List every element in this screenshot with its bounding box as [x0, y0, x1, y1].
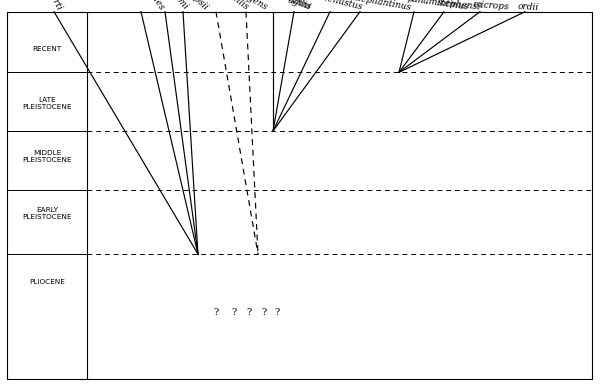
Text: ?: ?	[214, 308, 218, 317]
Text: PLIOCENE: PLIOCENE	[29, 278, 65, 285]
Text: ordii: ordii	[517, 2, 539, 12]
Text: microps: microps	[473, 0, 510, 12]
Text: nitratoides: nitratoides	[131, 0, 166, 12]
Text: MIDDLE
PLEISTOCENE: MIDDLE PLEISTOCENE	[22, 150, 72, 163]
Text: panamintinus: panamintinus	[407, 0, 469, 12]
Text: EARLY
PLEISTOCENE: EARLY PLEISTOCENE	[22, 206, 72, 220]
Bar	[7, 12, 87, 379]
Text: ?: ?	[275, 308, 280, 317]
Text: ?: ?	[247, 308, 251, 317]
Text: phillipsii: phillipsii	[175, 0, 209, 12]
Text: elephantinus: elephantinus	[352, 0, 412, 12]
Text: stephensi: stephensi	[437, 0, 481, 12]
Text: agilis: agilis	[287, 0, 313, 12]
Text: ?: ?	[262, 308, 266, 317]
Text: deserti: deserti	[41, 0, 64, 12]
Text: ?: ?	[232, 308, 236, 317]
Text: LATE
PLEISTOCENE: LATE PLEISTOCENE	[22, 97, 72, 110]
Text: merriami: merriami	[156, 0, 190, 12]
Text: spectabilis: spectabilis	[207, 0, 251, 12]
Text: venustus: venustus	[322, 0, 364, 12]
Text: heermanni: heermanni	[264, 0, 313, 12]
Text: ingens: ingens	[238, 0, 269, 12]
Text: RECENT: RECENT	[32, 46, 62, 52]
